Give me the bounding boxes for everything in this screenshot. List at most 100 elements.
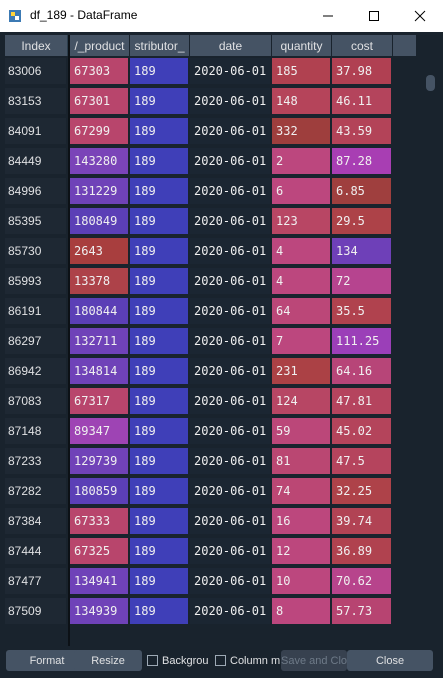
cell-product[interactable]: 132711 — [70, 328, 130, 356]
cell-distributor[interactable]: 189 — [130, 538, 190, 566]
cell-cost[interactable]: 37.98 — [332, 58, 393, 86]
cell-quantity[interactable]: 59 — [272, 418, 332, 446]
cell-quantity[interactable]: 81 — [272, 448, 332, 476]
cell-quantity[interactable]: 64 — [272, 298, 332, 326]
vertical-scroll-thumb[interactable] — [426, 75, 435, 91]
cell-date[interactable]: 2020-06-01 — [190, 178, 272, 206]
format-button[interactable]: Format — [6, 650, 88, 671]
cell-index[interactable]: 84091 — [5, 118, 68, 146]
cell-quantity[interactable]: 10 — [272, 568, 332, 596]
cell-product[interactable]: 2643 — [70, 238, 130, 266]
cell-date[interactable]: 2020-06-01 — [190, 538, 272, 566]
cell-index[interactable]: 86942 — [5, 358, 68, 386]
cell-cost[interactable]: 36.89 — [332, 538, 393, 566]
cell-distributor[interactable]: 189 — [130, 478, 190, 506]
cell-index[interactable]: 85730 — [5, 238, 68, 266]
cell-cost[interactable]: 43.59 — [332, 118, 393, 146]
cell-cost[interactable]: 45.02 — [332, 418, 393, 446]
cell-cost[interactable]: 35.5 — [332, 298, 393, 326]
cell-distributor[interactable]: 189 — [130, 268, 190, 296]
table-row[interactable]: 86297 132711 189 2020-06-01 7 111.25 — [5, 328, 416, 356]
table-row[interactable]: 87148 89347 189 2020-06-01 59 45.02 — [5, 418, 416, 446]
cell-product[interactable]: 67301 — [70, 88, 130, 116]
cell-date[interactable]: 2020-06-01 — [190, 388, 272, 416]
cell-product[interactable]: 180859 — [70, 478, 130, 506]
minimize-button[interactable] — [305, 0, 351, 32]
cell-distributor[interactable]: 189 — [130, 88, 190, 116]
cell-product[interactable]: 134941 — [70, 568, 130, 596]
cell-date[interactable]: 2020-06-01 — [190, 358, 272, 386]
table-row[interactable]: 86942 134814 189 2020-06-01 231 64.16 — [5, 358, 416, 386]
cell-product[interactable]: 67303 — [70, 58, 130, 86]
save-and-close-button[interactable]: Save and Clo — [281, 650, 347, 671]
cell-index[interactable]: 87233 — [5, 448, 68, 476]
cell-index[interactable]: 86297 — [5, 328, 68, 356]
cell-quantity[interactable]: 231 — [272, 358, 332, 386]
vertical-scrollbar[interactable] — [420, 67, 440, 657]
cell-distributor[interactable]: 189 — [130, 358, 190, 386]
cell-distributor[interactable]: 189 — [130, 568, 190, 596]
cell-cost[interactable]: 29.5 — [332, 208, 393, 236]
cell-date[interactable]: 2020-06-01 — [190, 148, 272, 176]
cell-distributor[interactable]: 189 — [130, 178, 190, 206]
cell-index[interactable]: 84996 — [5, 178, 68, 206]
cell-date[interactable]: 2020-06-01 — [190, 478, 272, 506]
cell-cost[interactable]: 111.25 — [332, 328, 393, 356]
cell-index[interactable]: 86191 — [5, 298, 68, 326]
cell-distributor[interactable]: 189 — [130, 508, 190, 536]
table-row[interactable]: 87384 67333 189 2020-06-01 16 39.74 — [5, 508, 416, 536]
cell-distributor[interactable]: 189 — [130, 328, 190, 356]
cell-date[interactable]: 2020-06-01 — [190, 298, 272, 326]
cell-cost[interactable]: 39.74 — [332, 508, 393, 536]
cell-date[interactable]: 2020-06-01 — [190, 208, 272, 236]
cell-quantity[interactable]: 185 — [272, 58, 332, 86]
column-header-cost[interactable]: cost — [332, 35, 393, 56]
cell-distributor[interactable]: 189 — [130, 58, 190, 86]
cell-distributor[interactable]: 189 — [130, 388, 190, 416]
cell-product[interactable]: 129739 — [70, 448, 130, 476]
cell-cost[interactable]: 72 — [332, 268, 393, 296]
cell-product[interactable]: 134939 — [70, 598, 130, 626]
cell-product[interactable]: 134814 — [70, 358, 130, 386]
cell-product[interactable]: 67317 — [70, 388, 130, 416]
cell-cost[interactable]: 70.62 — [332, 568, 393, 596]
table-row[interactable]: 85395 180849 189 2020-06-01 123 29.5 — [5, 208, 416, 236]
cell-cost[interactable]: 46.11 — [332, 88, 393, 116]
cell-quantity[interactable]: 123 — [272, 208, 332, 236]
close-button[interactable]: Close — [347, 650, 433, 671]
cell-index[interactable]: 85395 — [5, 208, 68, 236]
cell-cost[interactable]: 47.5 — [332, 448, 393, 476]
cell-date[interactable]: 2020-06-01 — [190, 268, 272, 296]
cell-cost[interactable]: 64.16 — [332, 358, 393, 386]
cell-date[interactable]: 2020-06-01 — [190, 568, 272, 596]
cell-product[interactable]: 13378 — [70, 268, 130, 296]
cell-cost[interactable]: 87.28 — [332, 148, 393, 176]
cell-distributor[interactable]: 189 — [130, 118, 190, 146]
table-row[interactable]: 85730 2643 189 2020-06-01 4 134 — [5, 238, 416, 266]
cell-distributor[interactable]: 189 — [130, 598, 190, 626]
cell-index[interactable]: 87282 — [5, 478, 68, 506]
cell-index[interactable]: 87509 — [5, 598, 68, 626]
dataframe-table[interactable]: Index /_product stributor_ date quantity… — [5, 35, 416, 657]
column-header-product[interactable]: /_product — [70, 35, 130, 56]
cell-index[interactable]: 87444 — [5, 538, 68, 566]
cell-cost[interactable]: 134 — [332, 238, 393, 266]
cell-quantity[interactable]: 12 — [272, 538, 332, 566]
cell-product[interactable]: 89347 — [70, 418, 130, 446]
table-row[interactable]: 87477 134941 189 2020-06-01 10 70.62 — [5, 568, 416, 596]
cell-distributor[interactable]: 189 — [130, 448, 190, 476]
table-row[interactable]: 87083 67317 189 2020-06-01 124 47.81 — [5, 388, 416, 416]
cell-quantity[interactable]: 7 — [272, 328, 332, 356]
cell-distributor[interactable]: 189 — [130, 298, 190, 326]
cell-date[interactable]: 2020-06-01 — [190, 328, 272, 356]
cell-index[interactable]: 83006 — [5, 58, 68, 86]
cell-index[interactable]: 84449 — [5, 148, 68, 176]
table-row[interactable]: 87509 134939 189 2020-06-01 8 57.73 — [5, 598, 416, 626]
cell-distributor[interactable]: 189 — [130, 208, 190, 236]
cell-product[interactable]: 180844 — [70, 298, 130, 326]
cell-product[interactable]: 67333 — [70, 508, 130, 536]
column-min-max-checkbox[interactable]: Column m — [215, 650, 280, 671]
cell-quantity[interactable]: 74 — [272, 478, 332, 506]
cell-product[interactable]: 131229 — [70, 178, 130, 206]
cell-index[interactable]: 85993 — [5, 268, 68, 296]
